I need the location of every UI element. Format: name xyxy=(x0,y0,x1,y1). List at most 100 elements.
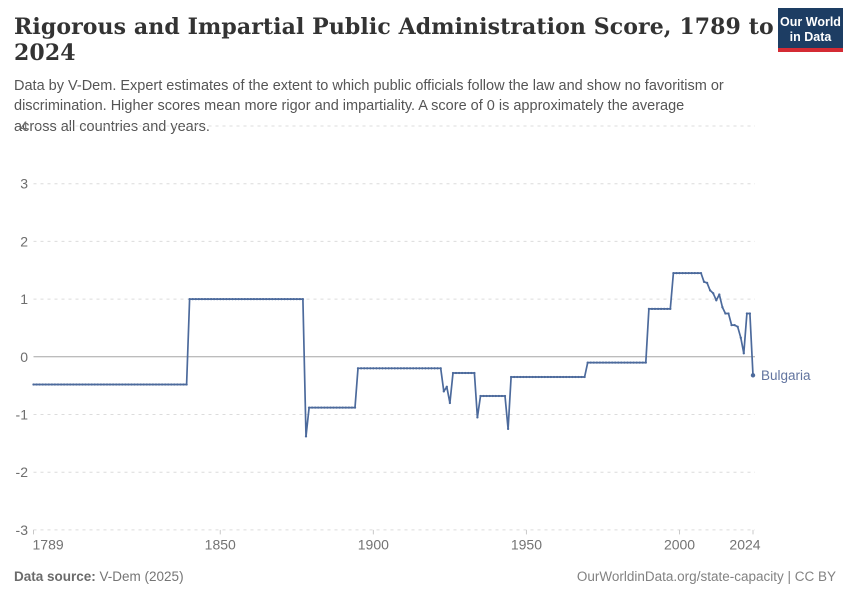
data-point-marker xyxy=(506,427,510,431)
data-point-marker xyxy=(87,383,90,386)
data-point-marker xyxy=(243,297,246,301)
data-point-marker xyxy=(271,297,274,301)
x-tick-label: 1900 xyxy=(358,536,389,552)
data-point-marker xyxy=(592,361,595,364)
data-point-marker xyxy=(298,297,302,301)
data-point-marker xyxy=(261,297,265,301)
bulgaria-line[interactable] xyxy=(32,272,754,438)
data-point-marker xyxy=(552,375,556,379)
data-point-marker xyxy=(503,394,507,398)
data-point-marker xyxy=(727,312,730,315)
data-point-marker xyxy=(359,367,363,370)
data-point-marker xyxy=(56,383,60,386)
data-point-marker xyxy=(445,385,448,388)
data-point-marker xyxy=(286,297,289,301)
x-tick-label: 2000 xyxy=(664,536,695,552)
data-point-marker xyxy=(408,367,412,370)
data-point-marker xyxy=(246,297,249,301)
bulgaria-series[interactable] xyxy=(32,271,755,438)
data-point-marker xyxy=(715,299,718,302)
data-point-marker xyxy=(255,297,259,301)
data-point-marker xyxy=(424,367,427,370)
data-point-marker xyxy=(418,367,421,370)
data-point-marker xyxy=(531,375,534,379)
data-point-marker xyxy=(632,361,635,364)
data-point-marker xyxy=(473,371,476,375)
data-point-marker xyxy=(598,361,602,364)
data-point-marker xyxy=(733,323,736,327)
data-point-marker xyxy=(366,367,369,370)
data-point-marker xyxy=(347,406,351,409)
y-tick-label: 4 xyxy=(20,118,28,134)
data-point-marker xyxy=(555,375,559,379)
data-point-marker xyxy=(730,323,733,327)
data-point-marker xyxy=(604,361,608,364)
data-point-marker xyxy=(314,406,317,409)
data-point-marker xyxy=(326,406,329,409)
data-point-marker xyxy=(702,280,706,283)
data-point-marker xyxy=(75,383,78,386)
data-point-marker xyxy=(451,371,455,375)
data-point-marker xyxy=(436,367,439,370)
entity-label[interactable]: Bulgaria xyxy=(761,368,811,383)
gridlines xyxy=(33,125,755,531)
data-point-marker xyxy=(421,367,424,370)
data-point-marker xyxy=(148,383,151,386)
owid-logo-text-line2: in Data xyxy=(789,30,832,44)
data-point-marker xyxy=(35,383,38,386)
data-point-marker xyxy=(381,367,384,370)
data-point-marker xyxy=(268,297,271,301)
page-title: Rigorous and Impartial Public Administra… xyxy=(14,14,774,67)
data-point-marker xyxy=(191,297,194,301)
data-point-marker xyxy=(623,361,626,364)
owid-logo[interactable]: Our World in Data xyxy=(778,8,843,52)
data-point-marker xyxy=(653,307,657,311)
data-point-marker xyxy=(699,271,703,275)
data-point-marker xyxy=(329,406,332,409)
data-point-marker xyxy=(635,361,638,364)
data-point-marker xyxy=(142,383,145,386)
x-tick-label: 1789 xyxy=(33,536,64,552)
entity-end-label[interactable]: Bulgaria xyxy=(750,368,811,383)
x-tick-label: 1950 xyxy=(511,536,542,552)
data-point-marker xyxy=(332,406,335,409)
data-point-marker xyxy=(323,406,326,409)
data-point-marker xyxy=(647,307,651,311)
data-point-marker xyxy=(212,297,216,301)
data-point-marker xyxy=(497,394,501,398)
data-point-marker xyxy=(427,367,430,370)
data-point-marker xyxy=(194,297,197,301)
data-point-marker xyxy=(644,361,647,364)
data-point-marker xyxy=(577,375,580,379)
data-point-marker xyxy=(641,361,644,364)
data-point-marker xyxy=(93,383,96,386)
data-point-marker xyxy=(693,271,696,275)
data-point-marker xyxy=(32,383,35,386)
data-point-marker xyxy=(127,383,130,386)
data-point-marker xyxy=(283,297,286,301)
data-point-marker xyxy=(629,361,632,364)
data-point-marker xyxy=(176,383,179,386)
x-tick-label: 2024 xyxy=(729,536,760,552)
data-point-marker xyxy=(206,297,210,301)
data-point-marker xyxy=(513,375,516,379)
data-point-marker xyxy=(415,367,418,370)
data-point-marker xyxy=(81,383,84,386)
data-point-marker xyxy=(549,375,553,379)
data-point-marker xyxy=(157,383,161,386)
data-point-marker xyxy=(708,289,712,292)
data-point-marker xyxy=(583,375,586,379)
data-point-marker xyxy=(111,383,115,386)
data-point-marker xyxy=(372,367,375,370)
data-point-marker xyxy=(470,371,473,375)
data-point-marker xyxy=(528,375,531,379)
data-point-marker xyxy=(378,367,381,370)
data-point-marker xyxy=(460,371,464,375)
data-point-marker xyxy=(626,361,629,364)
data-point-marker xyxy=(277,297,280,301)
owid-url-license[interactable]: OurWorldinData.org/state-capacity | CC B… xyxy=(576,569,836,584)
data-point-marker xyxy=(430,367,433,370)
data-point-marker xyxy=(310,406,314,409)
data-point-marker xyxy=(50,383,54,386)
